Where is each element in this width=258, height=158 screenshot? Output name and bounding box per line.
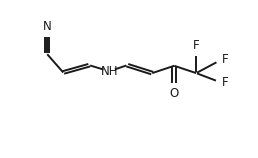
Text: N: N [43, 20, 52, 33]
Text: F: F [222, 76, 229, 89]
Text: F: F [222, 53, 229, 66]
Text: O: O [170, 87, 179, 100]
Text: F: F [193, 39, 199, 52]
Text: NH: NH [100, 64, 118, 78]
